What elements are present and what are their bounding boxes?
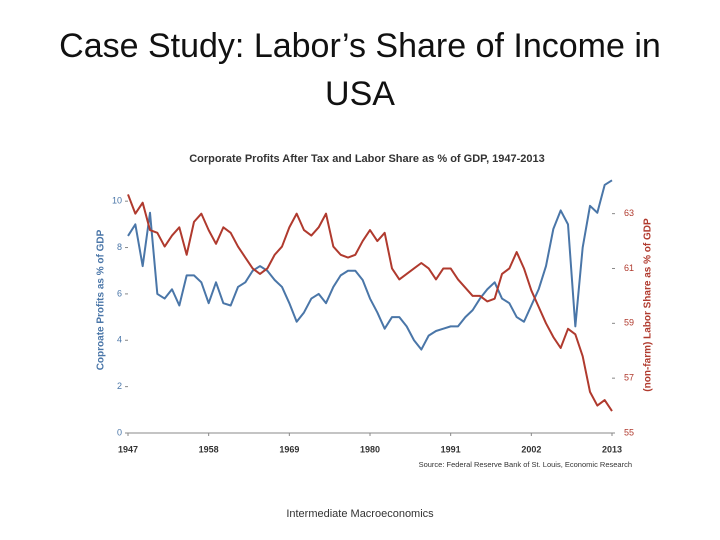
- x-tick-label: 1958: [199, 444, 219, 454]
- series-line: [127, 179, 613, 351]
- x-tick-label: 1969: [279, 444, 299, 454]
- x-tick-label: 1947: [118, 444, 138, 454]
- y2-tick-label: 55: [624, 427, 634, 437]
- x-tick-label: 1991: [441, 444, 461, 454]
- y-tick-label: 4: [117, 335, 122, 345]
- x-tick-label: 2002: [521, 444, 541, 454]
- y2-tick-label: 59: [624, 318, 634, 328]
- y2-tick-label: 57: [624, 373, 634, 383]
- x-tick-label: 2013: [602, 444, 622, 454]
- source: Source: Federal Reserve Bank of St. Loui…: [419, 460, 632, 469]
- series-line: [127, 194, 613, 412]
- y2-axis-label: (non-farm) Labor Share as % of GDP: [643, 218, 654, 392]
- y-tick-label: 2: [117, 381, 122, 391]
- y-axis-label: Coproate Profits as % of GDP: [96, 229, 107, 370]
- slide-title: Case Study: Labor’s Share of Income in U…: [59, 27, 661, 113]
- y2-tick-label: 63: [624, 208, 634, 218]
- x-tick-label: 1980: [360, 444, 380, 454]
- chart: Corporate Profits After Tax and Labor Sh…: [96, 153, 654, 469]
- y-tick-label: 10: [112, 196, 122, 206]
- y-tick-label: 8: [117, 242, 122, 252]
- y-tick-label: 0: [117, 427, 122, 437]
- y-tick-label: 6: [117, 288, 122, 298]
- slide-footer: Intermediate Macroeconomics: [286, 508, 434, 520]
- y2-tick-label: 61: [624, 263, 634, 273]
- chart-title: Corporate Profits After Tax and Labor Sh…: [189, 153, 545, 165]
